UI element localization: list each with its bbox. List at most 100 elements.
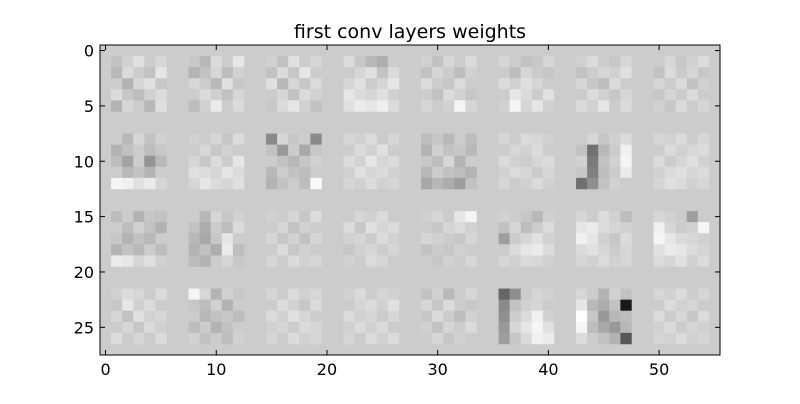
filter-cell: [310, 67, 322, 79]
filter-cell: [111, 222, 123, 234]
filter-cell: [111, 310, 123, 323]
filter-cell: [465, 233, 477, 245]
filter-cell: [387, 133, 400, 145]
filter-31: [653, 288, 710, 345]
filter-cell: [266, 321, 278, 334]
filter-18: [266, 211, 322, 267]
filter-cell: [221, 67, 234, 79]
filter-cell: [454, 89, 466, 101]
filter-cell: [365, 155, 378, 168]
filter-cell: [310, 100, 322, 112]
filter-cell: [354, 299, 367, 312]
filter-cell: [509, 244, 522, 256]
filter-cell: [310, 332, 322, 345]
filter-cell: [277, 255, 289, 267]
filter-cell: [443, 211, 455, 223]
filter-cell: [576, 310, 588, 323]
filter-cell: [266, 332, 278, 345]
filter-cell: [421, 78, 433, 90]
filter-cell: [365, 211, 378, 223]
filter-cell: [443, 155, 455, 168]
filter-cell: [299, 133, 311, 145]
filter-cell: [454, 222, 466, 234]
filter-cell: [664, 244, 677, 256]
filter-cell: [443, 89, 455, 101]
filter-cell: [421, 100, 433, 112]
filter-cell: [421, 222, 433, 234]
filter-7: [653, 56, 710, 112]
filter-cell: [443, 100, 455, 112]
filter-cell: [664, 299, 677, 312]
filter-cell: [686, 310, 699, 323]
filter-cell: [111, 332, 123, 345]
filter-cell: [509, 332, 522, 345]
filter-cell: [498, 100, 510, 112]
filter-cell: [188, 255, 200, 267]
filter-cell: [133, 299, 145, 312]
filter-cell: [542, 310, 555, 323]
filter-cell: [221, 288, 234, 300]
filter-cell: [598, 100, 610, 112]
filter-cell: [221, 56, 234, 68]
filter-cell: [288, 255, 300, 267]
filter-cell: [421, 155, 433, 168]
filter-cell: [620, 177, 632, 190]
filter-cell: [432, 299, 444, 312]
filter-cell: [188, 222, 200, 234]
filter-cell: [443, 299, 455, 312]
filter-cell: [443, 67, 455, 79]
filter-cell: [354, 332, 367, 345]
filter-cell: [188, 100, 200, 112]
filter-cell: [542, 244, 555, 256]
filter-cell: [277, 177, 289, 190]
filter-cell: [188, 144, 200, 157]
filter-cell: [609, 56, 621, 68]
filter-cell: [144, 222, 156, 234]
filter-cell: [587, 155, 599, 168]
filter-cell: [387, 244, 400, 256]
filter-27: [343, 288, 400, 345]
filter-cell: [576, 288, 588, 300]
filter-cell: [354, 244, 367, 256]
filter-cell: [277, 233, 289, 245]
filter-cell: [454, 166, 466, 179]
filter-cell: [376, 144, 389, 157]
filter-cell: [210, 321, 223, 334]
filter-cell: [509, 233, 522, 245]
filter-8: [111, 133, 167, 190]
filter-cell: [299, 89, 311, 101]
filter-cell: [598, 67, 610, 79]
filter-cell: [520, 133, 533, 145]
filter-cell: [520, 100, 533, 112]
filter-cell: [432, 144, 444, 157]
filter-cell: [288, 177, 300, 190]
filter-cell: [432, 100, 444, 112]
filter-cell: [520, 211, 533, 223]
filter-cell: [443, 78, 455, 90]
filter-cell: [531, 78, 544, 90]
filter-cell: [199, 100, 212, 112]
filter-cell: [122, 255, 134, 267]
filter-cell: [387, 67, 400, 79]
filter-cell: [376, 222, 389, 234]
filter-cell: [432, 244, 444, 256]
filter-cell: [498, 133, 510, 145]
filter-cell: [697, 299, 710, 312]
filter-cell: [122, 133, 134, 145]
filter-cell: [376, 299, 389, 312]
filter-cell: [609, 321, 621, 334]
filter-cell: [509, 310, 522, 323]
filter-cell: [155, 144, 167, 157]
filter-cell: [221, 299, 234, 312]
filter-cell: [133, 67, 145, 79]
filter-cell: [277, 244, 289, 256]
filter-cell: [598, 56, 610, 68]
filter-cell: [443, 255, 455, 267]
filter-cell: [587, 133, 599, 145]
filter-cell: [509, 166, 522, 179]
filter-cell: [653, 299, 665, 312]
filter-cell: [520, 332, 533, 345]
filter-cell: [210, 255, 223, 267]
filter-cell: [498, 222, 510, 234]
